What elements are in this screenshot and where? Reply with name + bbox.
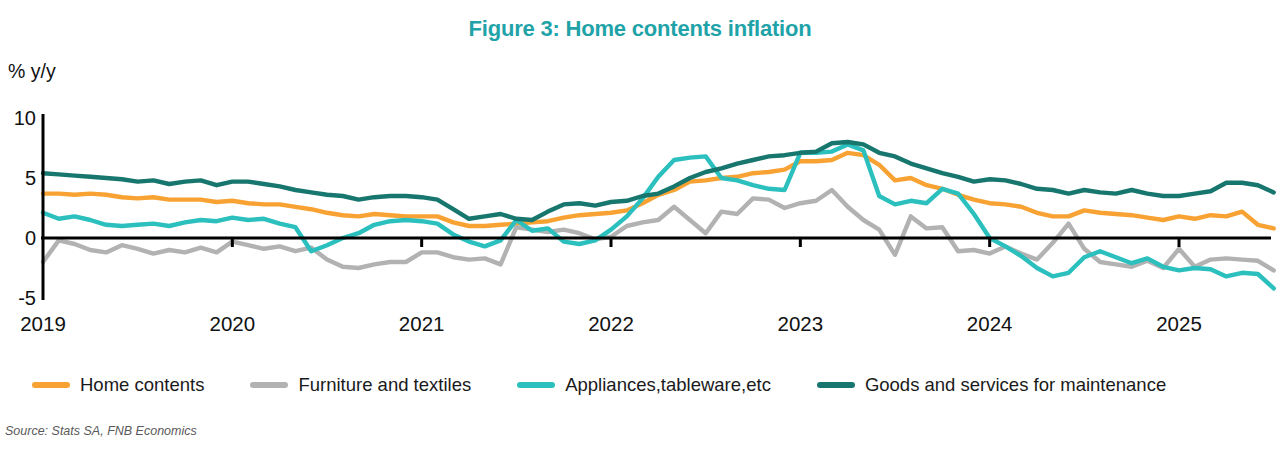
x-tick-label: 2023 — [778, 312, 824, 335]
series-line-goods-and-services-for-maintenance — [43, 142, 1274, 220]
x-tick-label: 2019 — [20, 312, 66, 335]
figure-canvas: { "title": "Figure 3: Home contents infl… — [0, 0, 1280, 456]
legend-item-appliances: Appliances,tableware,etc — [517, 374, 771, 396]
y-tick-label: 5 — [25, 167, 36, 189]
y-axis-unit-label: % y/y — [8, 60, 56, 83]
x-tick-label: 2022 — [588, 312, 634, 335]
legend-swatch-furniture-textiles — [250, 382, 288, 388]
figure-title: Figure 3: Home contents inflation — [0, 16, 1280, 42]
x-tick-label: 2024 — [967, 312, 1013, 335]
legend-label-goods-services: Goods and services for maintenance — [865, 374, 1166, 396]
legend-item-home-contents: Home contents — [32, 374, 204, 396]
legend-swatch-appliances — [517, 382, 555, 388]
y-tick-label: 10 — [14, 107, 36, 129]
legend: Home contents Furniture and textiles App… — [32, 374, 1166, 396]
legend-label-home-contents: Home contents — [80, 374, 204, 396]
x-tick-label: 2020 — [210, 312, 256, 335]
y-tick-label: 0 — [25, 227, 36, 249]
x-tick-label: 2021 — [399, 312, 445, 335]
legend-label-appliances: Appliances,tableware,etc — [565, 374, 771, 396]
legend-label-furniture-textiles: Furniture and textiles — [298, 374, 471, 396]
legend-item-furniture-textiles: Furniture and textiles — [250, 374, 471, 396]
series-line-appliances-tableware-etc — [43, 144, 1274, 288]
line-chart: 10 5 0 -5 2019 2020 2021 2022 2023 2024 2025 — [0, 100, 1280, 340]
legend-item-goods-services: Goods and services for maintenance — [817, 374, 1166, 396]
legend-swatch-goods-services — [817, 382, 855, 388]
source-note: Source: Stats SA, FNB Economics — [5, 424, 197, 438]
y-tick-label: -5 — [18, 287, 36, 309]
legend-swatch-home-contents — [32, 382, 70, 388]
x-tick-label: 2025 — [1156, 312, 1202, 335]
